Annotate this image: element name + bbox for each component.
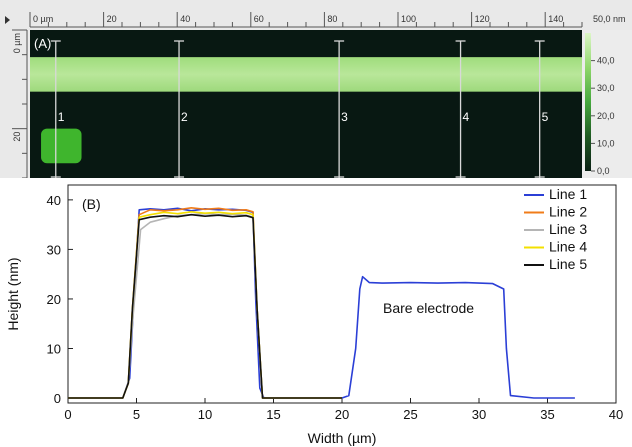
panel-a-label: (A) [34,36,51,51]
bare-electrode-square [41,128,82,164]
x-tick-label: 0 [64,407,71,422]
x-ruler-tick-label: 120 [475,14,490,24]
x-ruler-background [0,0,632,30]
x-ruler-tick-label: 40 [180,14,190,24]
colorbar-ticks: 40,0 30,0 20,0 10,0 0,0 [591,56,615,176]
y-ruler-background [0,0,28,178]
x-ruler-tick-label: 20 [107,14,117,24]
x-ruler: 0 µm 20 40 60 80 100 120 140 [29,12,583,28]
x-ruler-tick-label: 140 [548,14,563,24]
axis-ticks: 0 5 10 15 20 25 30 35 40 0 10 20 30 40 [47,193,624,422]
afm-topography-panel: 0 µm 20 40 60 80 100 120 140 0 µm 20 1 2 3 4 5 (A) 5… [0,0,632,178]
colorbar-tick-label: 30,0 [597,83,615,93]
y-tick-label: 30 [47,242,61,257]
profile-series [68,206,575,399]
bare-electrode-annotation: Bare electrode [383,300,474,316]
x-axis-label: Width (µm) [308,430,377,446]
y-ruler-tick-label: 0 µm [12,33,22,53]
colorbar-tick-label: 0,0 [597,166,610,176]
y-tick-label: 40 [47,193,61,208]
x-tick-label: 15 [266,407,280,422]
y-ruler-tick-label: 20 [12,132,22,142]
profile-line-label: 2 [181,110,188,124]
x-ruler-tick-label: 60 [254,14,264,24]
x-tick-label: 25 [403,407,417,422]
x-tick-label: 40 [609,407,623,422]
profile-line-label: 4 [463,110,470,124]
colorbar [585,33,591,171]
play-arrow-icon[interactable] [5,16,10,24]
y-axis-label: Height (nm) [5,257,21,330]
legend-label: Line 5 [549,256,587,272]
legend-label: Line 3 [549,221,587,237]
y-tick-label: 20 [47,292,61,307]
x-ruler-tick-label: 0 µm [33,14,53,24]
x-ruler-tick-label: 80 [327,14,337,24]
panel-b-background [0,178,632,447]
legend-label: Line 2 [549,204,587,220]
x-ruler-tick-label: 100 [401,14,416,24]
profile-line-label: 3 [341,110,348,124]
afm-image [30,30,582,178]
x-tick-label: 10 [198,407,212,422]
y-tick-label: 0 [54,391,61,406]
x-tick-label: 30 [472,407,486,422]
x-tick-label: 20 [335,407,349,422]
legend-label: Line 4 [549,239,587,255]
height-profile-panel: 0 5 10 15 20 25 30 35 40 0 10 20 30 40 (B) Bare elect… [0,178,632,447]
profile-line-label: 1 [58,110,65,124]
colorbar-tick-label: 20,0 [597,111,615,121]
colorbar-tick-label: 10,0 [597,138,615,148]
polymer-stripe [30,57,582,92]
x-tick-label: 35 [540,407,554,422]
profile-line-label: 5 [542,110,549,124]
panel-b-label: (B) [82,196,101,212]
colorbar-tick-label: 40,0 [597,56,615,66]
x-tick-label: 5 [133,407,140,422]
series-line-5 [68,213,342,399]
y-ruler: 0 µm 20 [12,29,28,178]
legend-label: Line 1 [549,186,587,202]
colorbar-max-label: 50,0 nm [593,14,626,24]
y-tick-label: 10 [47,342,61,357]
profile-line-markers: 1 2 3 4 5 [50,40,549,178]
